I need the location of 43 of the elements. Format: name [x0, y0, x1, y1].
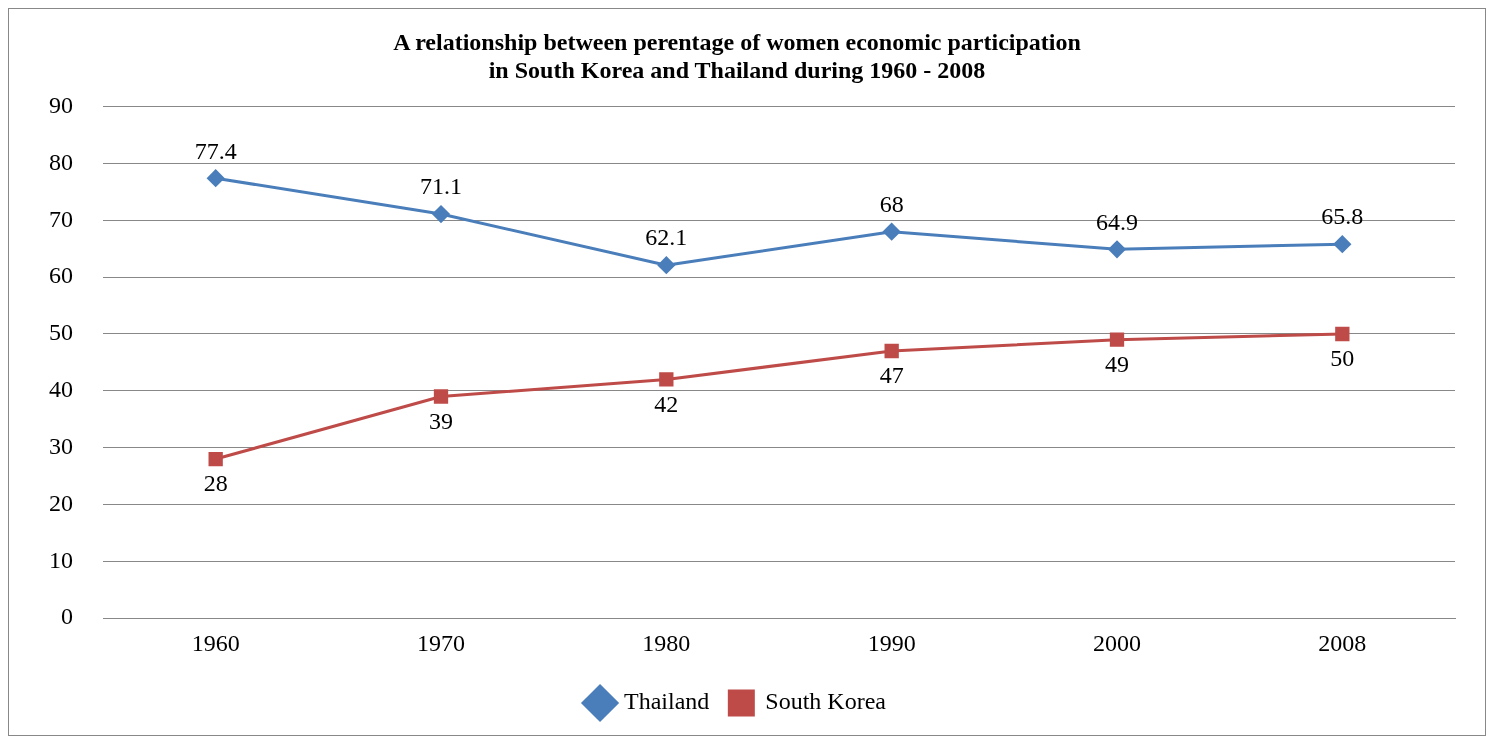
point — [1333, 235, 1351, 253]
data-label: 68 — [879, 190, 904, 217]
point — [208, 451, 223, 467]
y-tick-label: 80 — [49, 148, 73, 175]
y-tick-label: 10 — [49, 546, 73, 573]
data-label: 28 — [203, 470, 228, 497]
x-tick-label: 1980 — [642, 629, 691, 656]
data-label: 39 — [429, 407, 453, 434]
y-tick-label: 60 — [49, 262, 73, 289]
legend-label: South Korea — [765, 688, 887, 715]
data-label: 65.8 — [1321, 203, 1364, 230]
data-label: 50 — [1330, 345, 1355, 372]
point — [657, 256, 675, 274]
point — [1109, 332, 1125, 347]
x-tick-label: 2008 — [1318, 629, 1367, 656]
point — [432, 205, 450, 223]
data-label: 62.1 — [645, 224, 688, 251]
data-label: 64.9 — [1096, 208, 1138, 235]
y-tick-label: 90 — [49, 91, 73, 118]
data-label: 47 — [879, 362, 904, 389]
y-tick-label: 30 — [49, 432, 73, 459]
point — [659, 372, 674, 387]
data-label: 77.4 — [194, 137, 237, 164]
x-tick-label: 1960 — [191, 629, 240, 656]
chart-title: A relationship between perentage of women economic participation in South Korea and Thailand during 1960 - 2008 — [393, 28, 1081, 84]
y-tick-label: 40 — [49, 376, 73, 403]
point — [433, 389, 449, 404]
data-label: 42 — [654, 390, 679, 417]
point — [207, 169, 225, 187]
point — [884, 343, 899, 359]
legend-label: Thailand — [624, 688, 710, 715]
y-tick-label: 20 — [49, 489, 73, 516]
x-tick-label: 2000 — [1093, 629, 1141, 656]
data-label: 49 — [1105, 350, 1129, 377]
x-tick-label: 1970 — [417, 629, 465, 656]
y-tick-label: 0 — [61, 603, 73, 630]
point — [883, 223, 901, 241]
y-tick-label: 70 — [49, 205, 73, 232]
data-label: 71.1 — [420, 173, 462, 200]
point — [1108, 240, 1126, 258]
point — [1335, 326, 1350, 342]
x-tick-label: 1990 — [867, 629, 916, 656]
y-tick-label: 50 — [49, 319, 73, 346]
